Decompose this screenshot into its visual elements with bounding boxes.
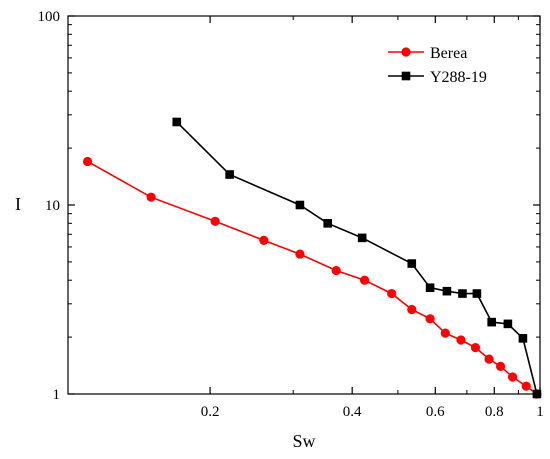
data-point-berea [82, 156, 93, 167]
legend-marker-berea [401, 47, 411, 57]
data-point-berea [521, 381, 531, 391]
y-tick-label: 10 [45, 198, 60, 214]
legend-label-y288-19: Y288-19 [430, 69, 487, 86]
x-tick-label: 1 [536, 404, 544, 420]
data-point-berea [456, 335, 466, 345]
data-point-berea [359, 275, 370, 285]
data-point-berea [440, 328, 450, 338]
data-point-y288-19 [323, 219, 333, 228]
y-axis: 1 10 100 [38, 9, 540, 403]
data-point-berea [407, 304, 417, 315]
data-point-y288-19 [225, 170, 234, 179]
data-point-y288-19 [442, 286, 452, 296]
legend-label-berea: Berea [430, 45, 467, 62]
data-point-berea [210, 216, 220, 226]
x-axis-title: Sw [292, 431, 315, 451]
data-point-y288-19 [407, 259, 417, 268]
data-point-y288-19 [172, 117, 182, 127]
data-point-berea [425, 314, 435, 324]
data-point-y288-19 [532, 389, 542, 399]
data-point-y288-19 [472, 289, 482, 298]
x-tick-label: 0.8 [485, 404, 504, 420]
data-point-y288-19 [357, 233, 367, 243]
x-tick-label: 0.6 [426, 404, 445, 420]
legend-marker-y288-19 [401, 71, 411, 81]
y-axis-title: I [15, 194, 21, 214]
y-tick-label: 100 [38, 9, 61, 25]
data-point-berea [508, 372, 518, 382]
series-layer [82, 117, 542, 399]
data-point-berea [484, 354, 494, 364]
data-point-berea [259, 235, 269, 245]
x-tick-label: 0.4 [343, 404, 362, 420]
data-point-y288-19 [487, 317, 496, 327]
data-point-berea [387, 288, 397, 299]
y-tick-label: 1 [53, 387, 61, 403]
data-point-y288-19 [518, 334, 528, 343]
legend: Berea Y288-19 [388, 45, 487, 86]
x-tick-label: 0.2 [201, 404, 220, 420]
data-point-y288-19 [425, 283, 435, 293]
data-point-y288-19 [295, 200, 305, 210]
data-point-y288-19 [458, 289, 467, 298]
data-point-y288-19 [503, 319, 513, 329]
x-axis: 0.2 0.4 0.6 0.8 1 [201, 16, 544, 420]
data-point-berea [295, 249, 305, 259]
data-point-berea [495, 361, 506, 371]
data-point-berea [331, 265, 341, 276]
data-point-berea [146, 192, 156, 202]
data-point-berea [470, 342, 481, 353]
